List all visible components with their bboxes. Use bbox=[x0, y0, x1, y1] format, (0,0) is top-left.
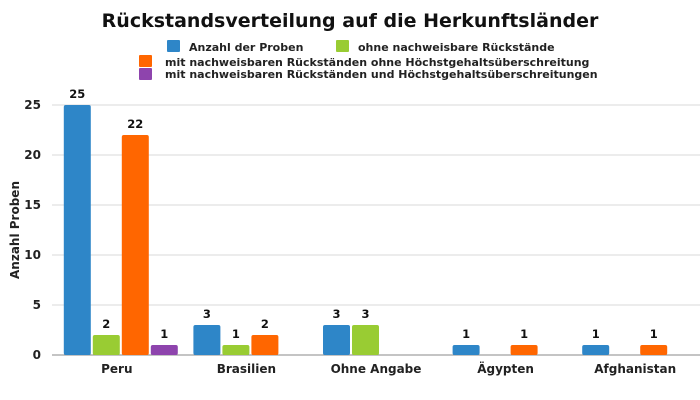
legend-label: ohne nachweisbare Rückstände bbox=[358, 41, 555, 54]
legend-swatch bbox=[139, 55, 152, 67]
legend-swatch bbox=[336, 40, 349, 52]
x-category-label: Ohne Angabe bbox=[331, 362, 422, 376]
y-tick-label: 5 bbox=[33, 298, 41, 312]
x-axis: Peru Brasilien Ohne Angabe Ägypten Afghanist… bbox=[101, 361, 676, 376]
bar bbox=[121, 135, 149, 355]
legend: Anzahl der Proben ohne nachweisbare Rücks… bbox=[139, 40, 598, 81]
data-label: 1 bbox=[160, 327, 168, 341]
legend-label: mit nachweisbaren Rückständen und Höchst… bbox=[165, 68, 598, 81]
x-category-label: Ägypten bbox=[477, 361, 534, 376]
bar bbox=[352, 325, 379, 355]
y-tick-label: 20 bbox=[24, 148, 41, 162]
x-category-label: Brasilien bbox=[217, 362, 276, 376]
y-tick-label: 25 bbox=[24, 98, 41, 112]
x-category-label: Peru bbox=[101, 362, 132, 376]
bar bbox=[222, 345, 250, 355]
data-label: 1 bbox=[650, 327, 658, 341]
data-label: 1 bbox=[232, 327, 240, 341]
data-label: 25 bbox=[69, 87, 85, 101]
data-label: 1 bbox=[462, 327, 470, 341]
data-label: 3 bbox=[332, 307, 340, 321]
legend-swatch bbox=[167, 40, 180, 52]
bar bbox=[640, 345, 668, 355]
bar bbox=[92, 335, 120, 355]
data-label: 3 bbox=[361, 307, 369, 321]
y-axis: 0 5 10 15 20 25 bbox=[24, 98, 41, 362]
y-tick-label: 0 bbox=[33, 348, 41, 362]
bar bbox=[63, 105, 91, 355]
bar bbox=[510, 345, 538, 355]
bar bbox=[193, 325, 221, 355]
y-tick-label: 15 bbox=[24, 198, 41, 212]
legend-label: Anzahl der Proben bbox=[189, 41, 303, 54]
x-category-label: Afghanistan bbox=[594, 362, 676, 376]
data-label: 2 bbox=[261, 317, 269, 331]
bar bbox=[582, 345, 610, 355]
data-label: 2 bbox=[102, 317, 110, 331]
y-axis-title: Anzahl Proben bbox=[8, 181, 22, 279]
bars bbox=[63, 105, 668, 355]
legend-label: mit nachweisbaren Rückständen ohne Höchs… bbox=[165, 56, 589, 69]
bar bbox=[251, 335, 279, 355]
legend-swatch bbox=[139, 68, 152, 80]
data-label: 1 bbox=[520, 327, 528, 341]
bar bbox=[150, 345, 178, 355]
gridlines bbox=[52, 104, 700, 356]
bar bbox=[452, 345, 480, 355]
y-tick-label: 10 bbox=[24, 248, 41, 262]
data-label: 3 bbox=[203, 307, 211, 321]
chart-title: Rückstandsverteilung auf die Herkunftslä… bbox=[102, 10, 599, 32]
data-label: 22 bbox=[127, 117, 143, 131]
bar bbox=[323, 325, 350, 355]
data-label: 1 bbox=[592, 327, 600, 341]
